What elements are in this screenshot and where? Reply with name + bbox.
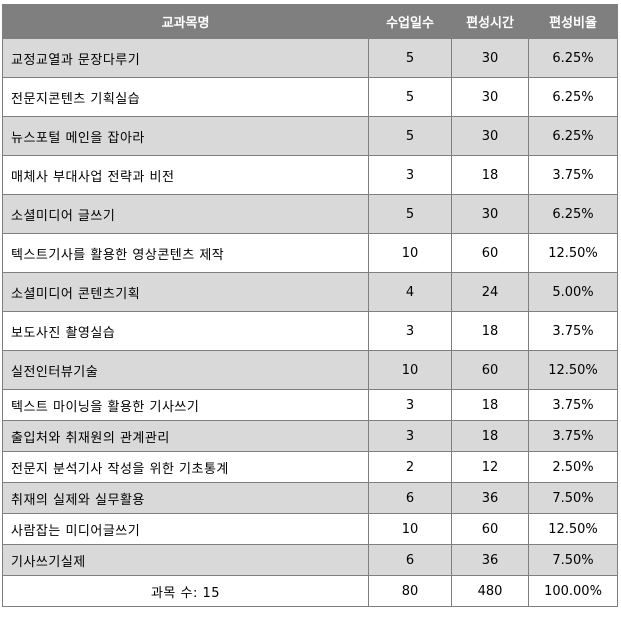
- curriculum-table: 교과목명 수업일수 편성시간 편성비율 교정교열과 문장다루기 5 30 6.25% 전…: [2, 4, 618, 607]
- course-name-cell: 텍스트기사를 활용한 영상콘텐츠 제작: [2, 233, 369, 273]
- class-days-cell: 6: [368, 482, 452, 514]
- header-class-days: 수업일수: [368, 4, 452, 39]
- table-row: 사람잡는 미디어글쓰기 10 60 12.50%: [2, 513, 618, 545]
- course-name-cell: 취재의 실제와 실무활용: [2, 482, 369, 514]
- hours-cell: 30: [451, 38, 529, 78]
- table-row: 뉴스포털 메인을 잡아라 5 30 6.25%: [2, 116, 618, 156]
- hours-cell: 60: [451, 350, 529, 390]
- curriculum-table-container: 교과목명 수업일수 편성시간 편성비율 교정교열과 문장다루기 5 30 6.25% 전…: [2, 4, 618, 607]
- course-name-cell: 기사쓰기실제: [2, 544, 369, 576]
- course-name-cell: 출입처와 취재원의 관계관리: [2, 420, 369, 452]
- hours-cell: 30: [451, 77, 529, 117]
- table-row: 취재의 실제와 실무활용 6 36 7.50%: [2, 482, 618, 514]
- table-row: 매체사 부대사업 전략과 비전 3 18 3.75%: [2, 155, 618, 195]
- hours-cell: 18: [451, 420, 529, 452]
- course-name-cell: 소셜미디어 글쓰기: [2, 194, 369, 234]
- table-row: 교정교열과 문장다루기 5 30 6.25%: [2, 38, 618, 78]
- class-days-cell: 3: [368, 155, 452, 195]
- table-row: 전문지콘텐츠 기획실습 5 30 6.25%: [2, 77, 618, 117]
- header-ratio: 편성비율: [528, 4, 618, 39]
- total-course-count: 과목 수: 15: [2, 575, 369, 607]
- class-days-cell: 10: [368, 233, 452, 273]
- ratio-cell: 12.50%: [528, 513, 618, 545]
- ratio-cell: 3.75%: [528, 311, 618, 351]
- ratio-cell: 6.25%: [528, 77, 618, 117]
- header-row: 교과목명 수업일수 편성시간 편성비율: [2, 4, 618, 39]
- ratio-cell: 12.50%: [528, 350, 618, 390]
- class-days-cell: 3: [368, 420, 452, 452]
- course-name-cell: 소셜미디어 콘텐츠기획: [2, 272, 369, 312]
- hours-cell: 18: [451, 389, 529, 421]
- class-days-cell: 5: [368, 77, 452, 117]
- ratio-cell: 7.50%: [528, 482, 618, 514]
- class-days-cell: 5: [368, 38, 452, 78]
- ratio-cell: 6.25%: [528, 38, 618, 78]
- course-name-cell: 전문지콘텐츠 기획실습: [2, 77, 369, 117]
- class-days-cell: 4: [368, 272, 452, 312]
- hours-cell: 12: [451, 451, 529, 483]
- class-days-cell: 5: [368, 194, 452, 234]
- ratio-cell: 3.75%: [528, 389, 618, 421]
- table-row: 소셜미디어 콘텐츠기획 4 24 5.00%: [2, 272, 618, 312]
- class-days-cell: 10: [368, 513, 452, 545]
- ratio-cell: 5.00%: [528, 272, 618, 312]
- course-name-cell: 텍스트 마이닝을 활용한 기사쓰기: [2, 389, 369, 421]
- course-name-cell: 실전인터뷰기술: [2, 350, 369, 390]
- ratio-cell: 12.50%: [528, 233, 618, 273]
- hours-cell: 36: [451, 482, 529, 514]
- course-name-cell: 사람잡는 미디어글쓰기: [2, 513, 369, 545]
- header-course-name: 교과목명: [2, 4, 369, 39]
- table-row: 텍스트 마이닝을 활용한 기사쓰기 3 18 3.75%: [2, 389, 618, 421]
- header-hours: 편성시간: [451, 4, 529, 39]
- class-days-cell: 3: [368, 389, 452, 421]
- ratio-cell: 3.75%: [528, 155, 618, 195]
- ratio-cell: 6.25%: [528, 194, 618, 234]
- ratio-cell: 7.50%: [528, 544, 618, 576]
- course-name-cell: 보도사진 촬영실습: [2, 311, 369, 351]
- total-days: 80: [368, 575, 452, 607]
- hours-cell: 30: [451, 194, 529, 234]
- total-ratio: 100.00%: [528, 575, 618, 607]
- table-row: 실전인터뷰기술 10 60 12.50%: [2, 350, 618, 390]
- total-row: 과목 수: 15 80 480 100.00%: [2, 575, 618, 607]
- hours-cell: 36: [451, 544, 529, 576]
- hours-cell: 30: [451, 116, 529, 156]
- course-name-cell: 뉴스포털 메인을 잡아라: [2, 116, 369, 156]
- class-days-cell: 5: [368, 116, 452, 156]
- course-name-cell: 매체사 부대사업 전략과 비전: [2, 155, 369, 195]
- hours-cell: 60: [451, 513, 529, 545]
- class-days-cell: 2: [368, 451, 452, 483]
- hours-cell: 18: [451, 155, 529, 195]
- hours-cell: 60: [451, 233, 529, 273]
- table-row: 출입처와 취재원의 관계관리 3 18 3.75%: [2, 420, 618, 452]
- class-days-cell: 10: [368, 350, 452, 390]
- ratio-cell: 2.50%: [528, 451, 618, 483]
- hours-cell: 18: [451, 311, 529, 351]
- class-days-cell: 3: [368, 311, 452, 351]
- table-row: 텍스트기사를 활용한 영상콘텐츠 제작 10 60 12.50%: [2, 233, 618, 273]
- ratio-cell: 3.75%: [528, 420, 618, 452]
- table-row: 소셜미디어 글쓰기 5 30 6.25%: [2, 194, 618, 234]
- hours-cell: 24: [451, 272, 529, 312]
- table-row: 기사쓰기실제 6 36 7.50%: [2, 544, 618, 576]
- table-row: 보도사진 촬영실습 3 18 3.75%: [2, 311, 618, 351]
- course-name-cell: 교정교열과 문장다루기: [2, 38, 369, 78]
- ratio-cell: 6.25%: [528, 116, 618, 156]
- total-hours: 480: [451, 575, 529, 607]
- course-name-cell: 전문지 분석기사 작성을 위한 기초통계: [2, 451, 369, 483]
- table-row: 전문지 분석기사 작성을 위한 기초통계 2 12 2.50%: [2, 451, 618, 483]
- class-days-cell: 6: [368, 544, 452, 576]
